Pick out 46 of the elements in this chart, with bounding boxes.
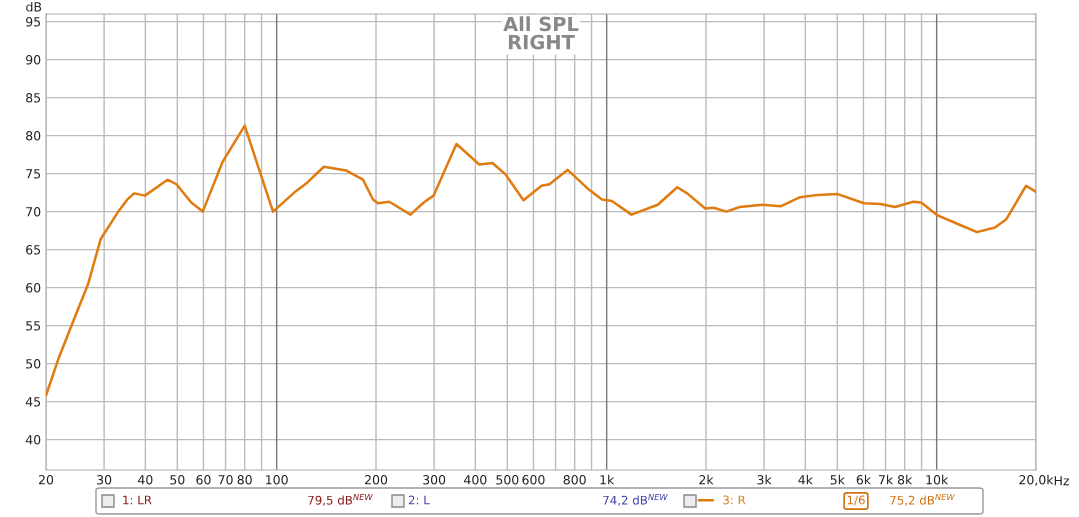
y-tick-label: 90 <box>26 55 41 65</box>
x-tick-label: 50 <box>170 475 185 485</box>
x-tick-label: 80 <box>237 475 252 485</box>
text: 74,2 dB$^{NEW}$ <box>603 493 668 506</box>
y-tick-label: 80 <box>26 131 41 141</box>
y-tick-label: 70 <box>26 207 41 217</box>
x-tick-label: 3k <box>757 474 772 485</box>
x-tick-label: 60 <box>196 475 211 485</box>
chart-title: All SPL RIGHT <box>503 16 579 50</box>
x-tick-label: 800 <box>563 475 586 485</box>
x-tick-label: 200 <box>364 475 388 485</box>
text: 1: LR <box>123 495 152 505</box>
y-tick-label: 50 <box>26 359 41 369</box>
y-tick-label: 45 <box>25 397 41 407</box>
text: 2: L <box>408 495 430 505</box>
x-tick-label: 1k <box>600 474 615 485</box>
x-axis-title: Hz <box>1054 476 1069 486</box>
x-tick-label: 600 <box>522 475 545 485</box>
y-tick-label: 65 <box>26 245 41 255</box>
x-tick-label: 300 <box>423 475 446 485</box>
legend-label: 3: R <box>723 495 746 505</box>
x-tick-label: 2k <box>699 474 714 485</box>
x-tick-label: 6k <box>856 474 872 485</box>
x-tick-label: 7k <box>878 474 894 485</box>
x-tick-label: 5k <box>830 474 845 485</box>
y-tick-label: 95 <box>26 17 41 27</box>
x-tick-label: 500 <box>496 475 519 485</box>
x-tick-label: 4k <box>798 474 813 485</box>
text: 1/6 <box>847 495 865 506</box>
x-tick-label: 20 <box>38 475 54 485</box>
x-tick-label: 20,0k <box>1019 474 1054 486</box>
x-tick-label: 400 <box>464 475 487 485</box>
y-tick-label: 40 <box>25 435 41 445</box>
y-tick-label: 60 <box>26 283 41 293</box>
text: 75,2 dB$^{NEW}$ <box>890 493 955 506</box>
y-tick-label: 75 <box>26 169 41 179</box>
x-tick-label: 70 <box>218 475 233 485</box>
text: 79,5 dB$^{NEW}$ <box>308 493 373 506</box>
y-tick-label: 85 <box>26 93 41 103</box>
x-tick-label: 100 <box>266 475 288 485</box>
x-tick-label: 8k <box>897 474 913 485</box>
x-tick-label: 30 <box>97 475 112 485</box>
x-tick-label: 40 <box>138 475 153 485</box>
y-axis-title: dB <box>26 1 42 12</box>
x-tick-label: 10k <box>926 474 949 485</box>
y-tick-label: 55 <box>26 321 41 331</box>
